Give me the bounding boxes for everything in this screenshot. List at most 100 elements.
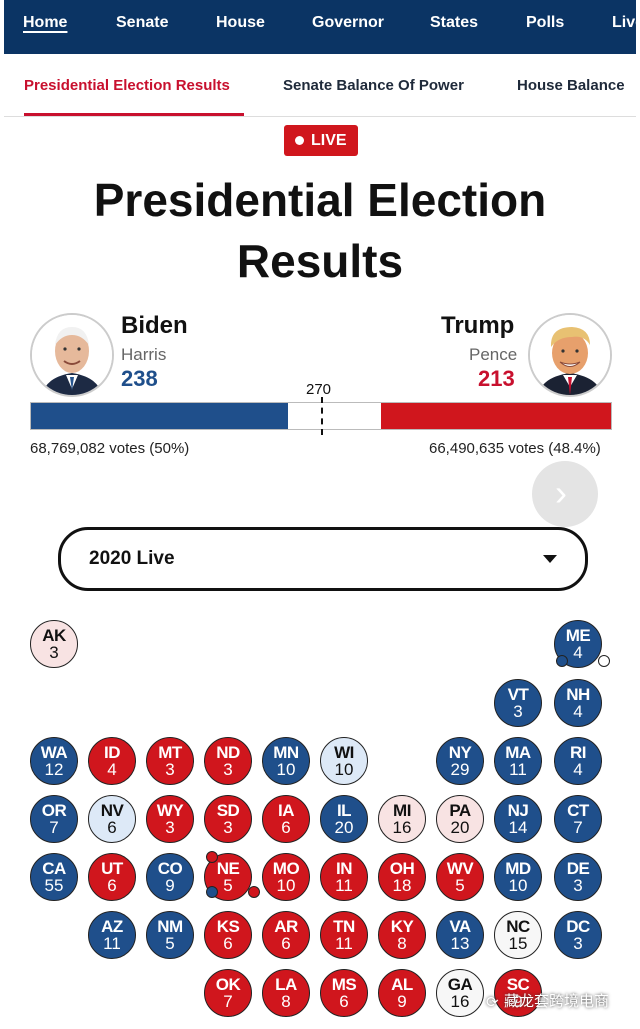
state-electoral-votes: 6 bbox=[339, 992, 349, 1011]
nav-house[interactable]: House bbox=[216, 14, 265, 31]
state-dc[interactable]: DC 3 bbox=[554, 911, 602, 959]
state-abbr: VT bbox=[507, 685, 529, 704]
state-ks[interactable]: KS 6 bbox=[204, 911, 252, 959]
active-tab-underline bbox=[24, 113, 244, 116]
nav-home[interactable]: Home bbox=[23, 14, 68, 31]
state-ct[interactable]: CT 7 bbox=[554, 795, 602, 843]
dem-electoral-votes: 238 bbox=[121, 366, 158, 391]
state-ar[interactable]: AR 6 bbox=[262, 911, 310, 959]
state-electoral-votes: 20 bbox=[334, 818, 354, 837]
carousel-next-button[interactable]: › bbox=[532, 461, 598, 527]
state-abbr: CA bbox=[42, 859, 66, 878]
state-ri[interactable]: RI 4 bbox=[554, 737, 602, 785]
state-abbr: NJ bbox=[507, 801, 529, 820]
state-electoral-votes: 4 bbox=[573, 760, 583, 779]
state-nm[interactable]: NM 5 bbox=[146, 911, 194, 959]
state-md[interactable]: MD 10 bbox=[494, 853, 542, 901]
trump-avatar bbox=[528, 313, 612, 397]
state-al[interactable]: AL 9 bbox=[378, 969, 426, 1017]
nav-senate[interactable]: Senate bbox=[116, 14, 169, 31]
state-sd[interactable]: SD 3 bbox=[204, 795, 252, 843]
state-electoral-votes: 55 bbox=[44, 876, 64, 895]
nav-polls[interactable]: Polls bbox=[526, 14, 565, 31]
state-abbr: GA bbox=[447, 975, 473, 994]
state-electoral-votes: 16 bbox=[392, 818, 412, 837]
state-electoral-votes: 29 bbox=[450, 760, 470, 779]
state-az[interactable]: AZ 11 bbox=[88, 911, 136, 959]
state-electoral-votes: 11 bbox=[103, 934, 121, 953]
state-abbr: AR bbox=[274, 917, 298, 936]
nav-governor[interactable]: Governor bbox=[312, 14, 385, 31]
state-electoral-votes: 8 bbox=[397, 934, 407, 953]
state-nj[interactable]: NJ 14 bbox=[494, 795, 542, 843]
wechat-icon: ⟳ bbox=[486, 994, 499, 1011]
state-or[interactable]: OR 7 bbox=[30, 795, 78, 843]
state-wa[interactable]: WA 12 bbox=[30, 737, 78, 785]
state-electoral-votes: 3 bbox=[223, 760, 233, 779]
state-ok[interactable]: OK 7 bbox=[204, 969, 252, 1017]
state-co[interactable]: CO 9 bbox=[146, 853, 194, 901]
state-abbr: MD bbox=[505, 859, 531, 878]
state-sc[interactable]: SC 9 bbox=[494, 969, 542, 1017]
state-va[interactable]: VA 13 bbox=[436, 911, 484, 959]
state-electoral-votes: 5 bbox=[455, 876, 465, 895]
state-abbr: WI bbox=[334, 743, 354, 762]
state-electoral-votes: 18 bbox=[392, 876, 412, 895]
tab-senate-balance[interactable]: Senate Balance Of Power bbox=[283, 77, 464, 94]
year-select[interactable]: 2020 Live bbox=[58, 527, 588, 591]
state-ut[interactable]: UT 6 bbox=[88, 853, 136, 901]
state-ny[interactable]: NY 29 bbox=[436, 737, 484, 785]
state-oh[interactable]: OH 18 bbox=[378, 853, 426, 901]
state-wy[interactable]: WY 3 bbox=[146, 795, 194, 843]
state-mo[interactable]: MO 10 bbox=[262, 853, 310, 901]
state-vt[interactable]: VT 3 bbox=[494, 679, 542, 727]
dem-running-mate: Harris bbox=[121, 345, 167, 364]
state-de[interactable]: DE 3 bbox=[554, 853, 602, 901]
tab-house-balance[interactable]: House Balance bbox=[517, 77, 625, 94]
state-in[interactable]: IN 11 bbox=[320, 853, 368, 901]
state-tn[interactable]: TN 11 bbox=[320, 911, 368, 959]
state-electoral-votes: 10 bbox=[276, 760, 296, 779]
state-electoral-votes: 9 bbox=[513, 992, 523, 1011]
state-abbr: IN bbox=[336, 859, 353, 878]
state-mt[interactable]: MT 3 bbox=[146, 737, 194, 785]
state-wi[interactable]: WI 10 bbox=[320, 737, 368, 785]
state-ky[interactable]: KY 8 bbox=[378, 911, 426, 959]
state-ma[interactable]: MA 11 bbox=[494, 737, 542, 785]
nav-states[interactable]: States bbox=[430, 14, 479, 31]
state-ca[interactable]: CA 55 bbox=[30, 853, 78, 901]
state-abbr: NM bbox=[157, 917, 183, 936]
state-electoral-votes: 5 bbox=[165, 934, 175, 953]
state-abbr: MA bbox=[505, 743, 531, 762]
state-nv[interactable]: NV 6 bbox=[88, 795, 136, 843]
state-abbr: NV bbox=[100, 801, 124, 820]
state-ia[interactable]: IA 6 bbox=[262, 795, 310, 843]
state-pa[interactable]: PA 20 bbox=[436, 795, 484, 843]
state-electoral-votes: 9 bbox=[165, 876, 175, 895]
state-abbr: TN bbox=[333, 917, 355, 936]
state-ga[interactable]: GA 16 bbox=[436, 969, 484, 1017]
state-abbr: AK bbox=[42, 626, 66, 645]
state-electoral-votes: 7 bbox=[223, 992, 233, 1011]
nav-live[interactable]: Live bbox=[612, 14, 636, 31]
state-wv[interactable]: WV 5 bbox=[436, 853, 484, 901]
state-nd[interactable]: ND 3 bbox=[204, 737, 252, 785]
state-abbr: OR bbox=[41, 801, 67, 820]
state-ak[interactable]: AK 3 bbox=[30, 620, 78, 668]
state-ms[interactable]: MS 6 bbox=[320, 969, 368, 1017]
state-electoral-votes: 6 bbox=[281, 934, 291, 953]
state-nc[interactable]: NC 15 bbox=[494, 911, 542, 959]
tab-presidential-results[interactable]: Presidential Election Results bbox=[24, 77, 230, 94]
state-nh[interactable]: NH 4 bbox=[554, 679, 602, 727]
caret-down-icon bbox=[543, 555, 557, 563]
ne-district-3-dot bbox=[206, 886, 218, 898]
state-la[interactable]: LA 8 bbox=[262, 969, 310, 1017]
rep-electoral-votes: 213 bbox=[478, 366, 515, 391]
state-id[interactable]: ID 4 bbox=[88, 737, 136, 785]
state-abbr: LA bbox=[275, 975, 297, 994]
state-abbr: NH bbox=[566, 685, 590, 704]
state-il[interactable]: IL 20 bbox=[320, 795, 368, 843]
state-mi[interactable]: MI 16 bbox=[378, 795, 426, 843]
state-abbr: PA bbox=[449, 801, 471, 820]
state-mn[interactable]: MN 10 bbox=[262, 737, 310, 785]
